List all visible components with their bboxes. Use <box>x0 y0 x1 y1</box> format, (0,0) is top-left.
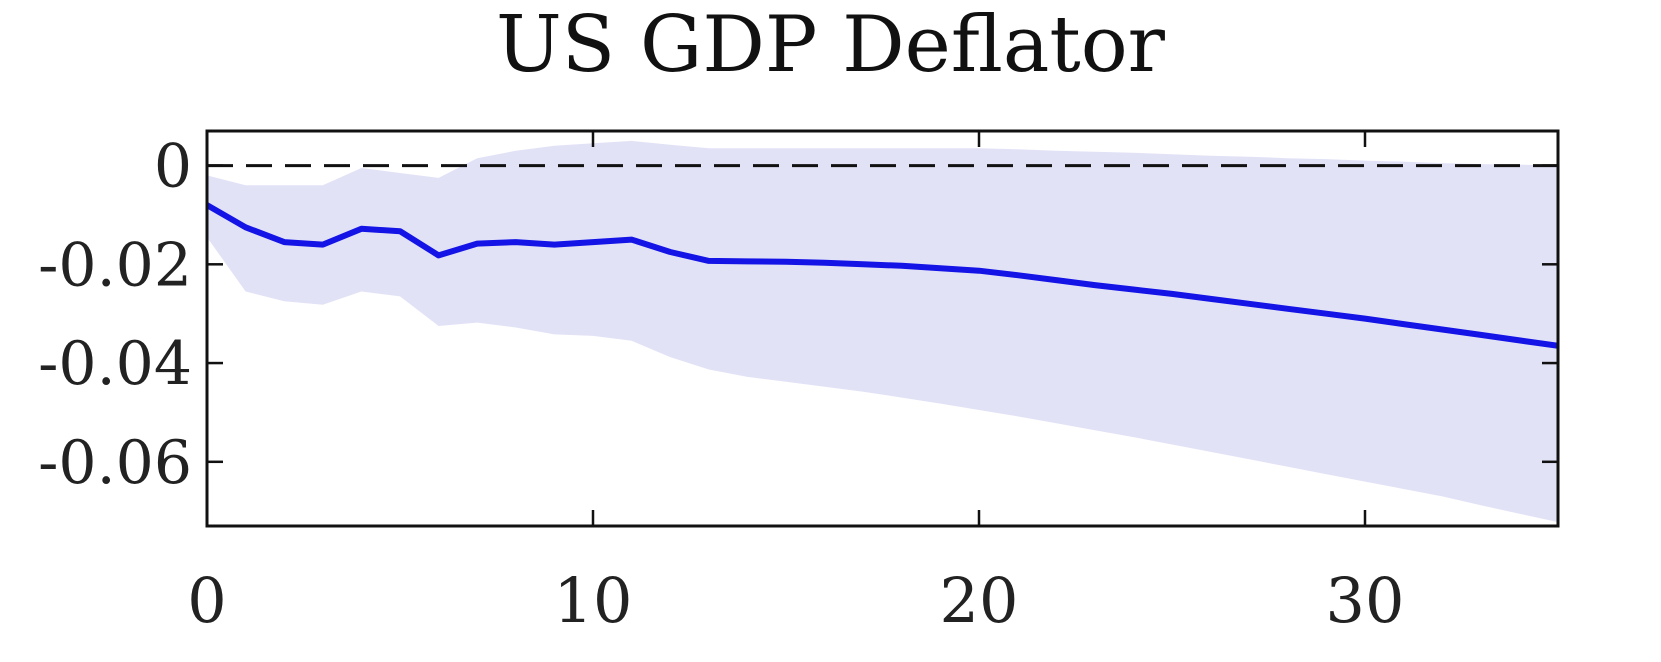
x-tick-label: 20 <box>940 564 1019 637</box>
x-tick-label: 10 <box>554 564 633 637</box>
y-tick-label: -0.06 <box>38 428 192 498</box>
y-tick-label: -0.04 <box>38 329 192 399</box>
axes-frame <box>205 129 1560 528</box>
x-tick-label: 30 <box>1326 564 1405 637</box>
plot-content <box>207 140 1558 523</box>
y-tick-label: -0.02 <box>38 230 192 300</box>
x-tick-label: 0 <box>187 564 226 637</box>
confidence-band <box>207 140 1558 523</box>
series-line-0 <box>207 202 1558 349</box>
chart-title: US GDP Deflator <box>496 0 1165 90</box>
y-tick-label: 0 <box>154 132 192 202</box>
